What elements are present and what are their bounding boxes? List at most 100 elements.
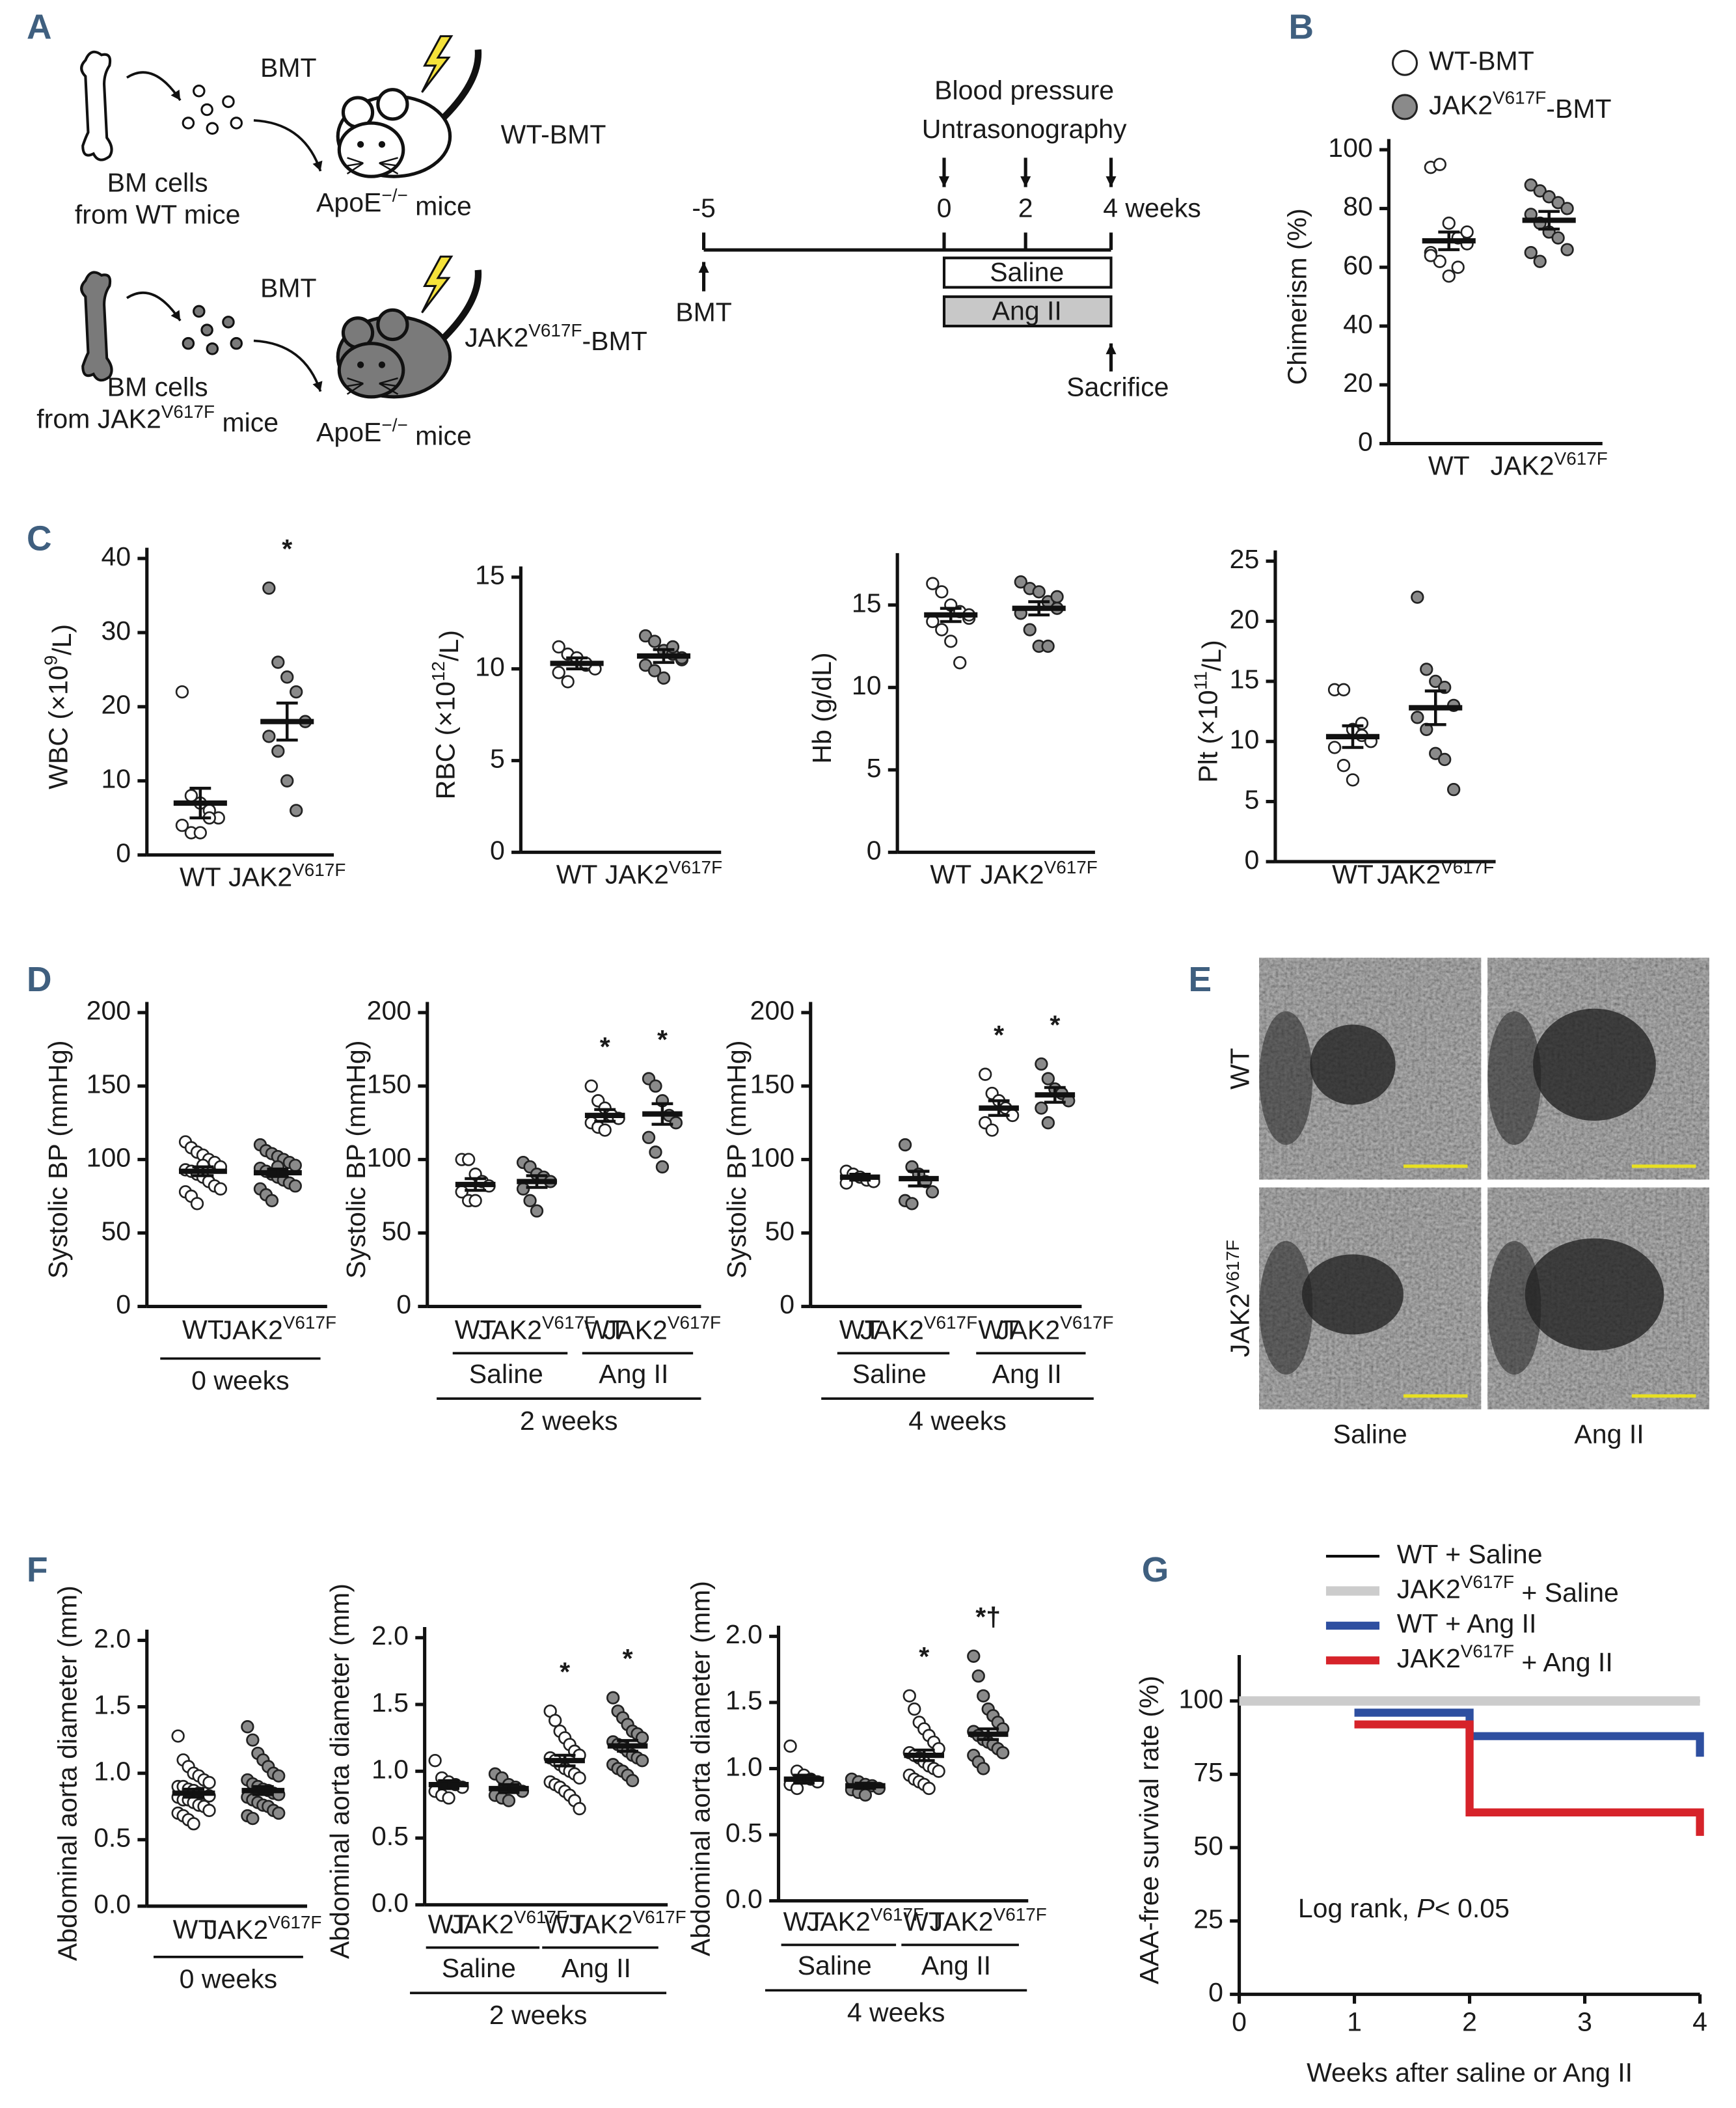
text-part: JAK2 [1225,1293,1255,1357]
mouse-tail [435,49,482,126]
data-point [971,1669,985,1683]
text-part: JAK2 [1429,90,1493,120]
treatment-label: Saline [990,257,1064,287]
panel-label: F [27,1551,48,1589]
data-point [549,1714,562,1727]
timepoint-label: 4 weeks [1103,193,1201,223]
y-axis-label: Plt (×1011/L) [1191,640,1227,782]
y-tick-label: 5 [867,753,882,783]
end-label: Sacrifice [1066,372,1169,402]
data-point [1533,254,1547,268]
data-point [649,1145,662,1159]
superscript: V617F [514,1907,567,1927]
superscript: V617F [292,860,346,880]
data-point [241,1720,254,1734]
group-label: WT [584,1315,626,1345]
recipient-label: ApoE−/− mice [316,415,472,451]
data-point [1327,741,1342,754]
group-label: JAK2V617F [204,1913,321,1945]
x-tick-label: 4 [1692,2006,1707,2036]
cell [222,316,235,329]
superscript: V617F [1493,88,1546,108]
y-tick-label: 20 [101,690,131,720]
group-label: JAK2V617F [605,857,722,889]
data-point [783,1739,797,1753]
data-point [1551,196,1565,210]
legend-label: WT-BMT [1429,46,1534,76]
text-part: JAK2 [605,859,669,889]
data-point [530,1204,544,1218]
timepoint-label: 0 [937,193,952,223]
aorta-lumen [1310,1024,1396,1105]
y-tick-label: 1.0 [94,1757,131,1786]
group-label: WT [839,1315,881,1345]
cell [230,116,243,130]
superscript: V617F [1554,448,1608,469]
sem-bar [854,1781,876,1790]
y-tick-label: 60 [1343,251,1373,281]
section-label: Saline [852,1359,927,1389]
data-point [1446,782,1461,797]
y-tick-label: 0.0 [372,1888,409,1918]
sem-bar [192,1165,214,1177]
text-part: mice [408,421,472,451]
whisker [347,157,364,164]
recipient-label: ApoE−/− mice [316,185,472,221]
data-point [977,1689,990,1703]
arrow-head [1105,343,1117,355]
group-label: WT [556,859,598,889]
superscript: V617F [268,1913,321,1933]
mouse-head [337,342,405,399]
y-tick-label: 1.5 [726,1686,763,1716]
mouse-ear [376,308,409,342]
panel-label: D [27,961,52,999]
annotation: Log rank, P< 0.05 [1298,1893,1510,1923]
data-point [1041,639,1055,653]
y-tick-label: 0.5 [372,1821,409,1851]
superscript: −/− [381,415,407,435]
group-label: WT [1332,859,1374,889]
section-label: Ang II [992,1359,1062,1389]
data-point [655,1160,670,1174]
group-label: WT [930,859,971,889]
y-axis-label: Systolic BP (mmHg) [341,1040,371,1278]
data-point [190,1197,204,1211]
data-point [925,1185,940,1199]
group-label: JAK2V617F [604,1313,721,1345]
sem-bar [1538,210,1560,231]
y-tick-label: 0.5 [726,1818,763,1848]
superscript: 12 [428,661,448,681]
measure-label: Untrasonography [922,114,1127,144]
y-tick-label: 200 [750,996,794,1026]
cell [182,336,195,350]
sem-bar [183,1787,205,1799]
superscript: V617F [283,1313,336,1333]
y-tick-label: 20 [1343,368,1373,398]
mouse-eye [378,141,386,148]
whisker [379,157,398,164]
data-point [935,623,949,637]
sem-bar [1438,230,1460,251]
data-point [290,804,303,817]
sem-bar [566,656,588,671]
data-point [246,1811,260,1826]
data-point [561,675,575,689]
group-label: JAK2V617F [219,1313,336,1345]
data-point [953,656,967,670]
group-label: WT [903,1906,945,1936]
lightning [421,35,454,93]
y-tick-label: 5 [1244,784,1259,814]
whisker [346,162,364,175]
data-point [647,664,662,678]
data-point [977,1762,990,1775]
y-tick-label: 200 [87,996,131,1026]
significance-mark: * [282,534,292,564]
superscript: −/− [381,185,407,206]
sem-bar [940,607,962,623]
text-part: JAK2 [807,1906,871,1936]
significance-mark: * [600,1032,610,1061]
text-part: /L) [1197,640,1227,671]
footer-label: 0 weeks [180,1964,278,1994]
y-axis-label: AAA-free survival rate (%) [1134,1676,1164,1984]
